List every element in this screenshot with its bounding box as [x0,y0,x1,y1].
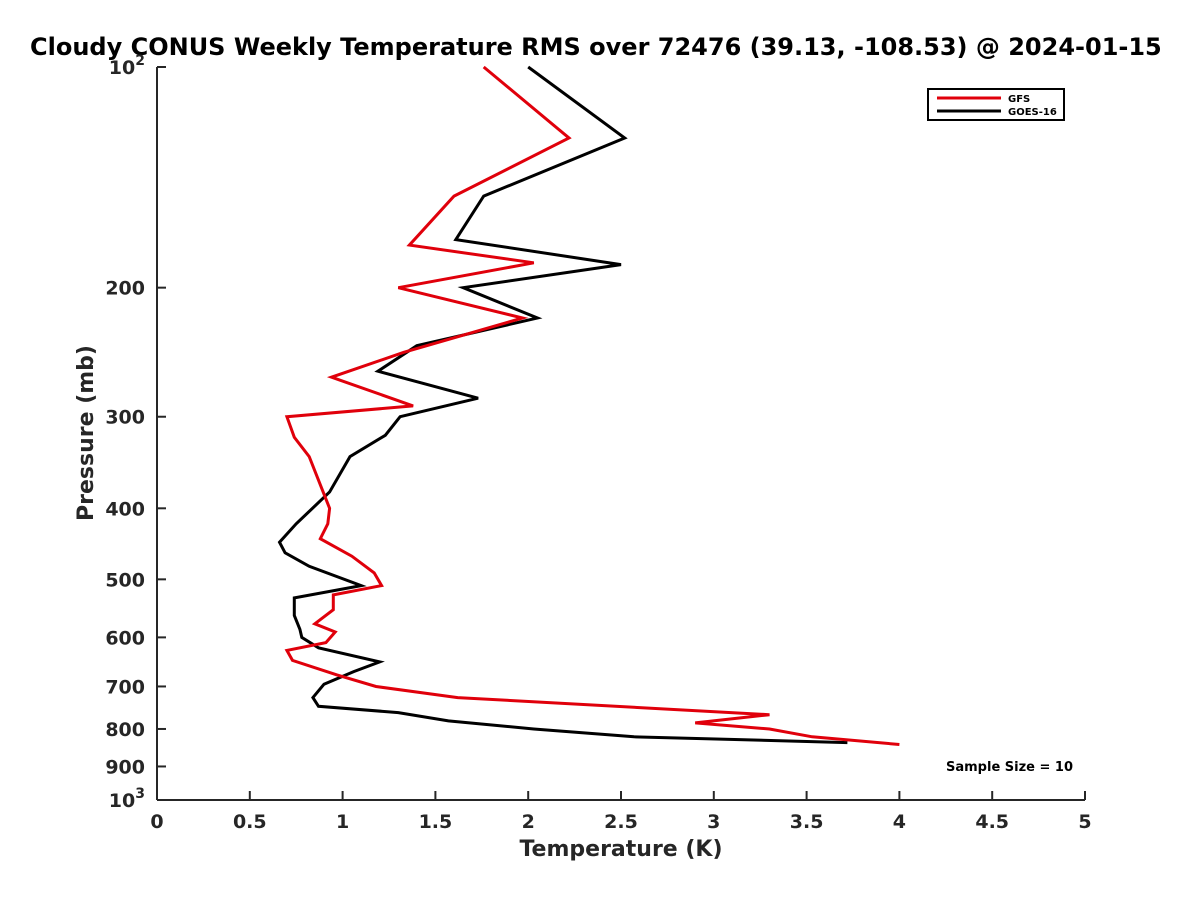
x-tick-label: 3 [707,811,720,833]
x-ticks: 0 0.5 1 1.5 2 2.5 3 3.5 4 4.5 5 [150,791,1092,833]
legend: GFS GOES-16 [927,88,1065,121]
x-tick-label: 1 [336,811,349,833]
y-tick-label: 102 [109,53,145,79]
y-tick-label-base: 300 [105,407,145,429]
x-axis-label: Temperature (K) [519,837,722,862]
y-tick-label: 700 [105,676,145,698]
x-tick-label: 3.5 [790,811,824,833]
legend-box [927,88,1065,121]
y-tick-label-base: 200 [105,278,145,300]
y-tick-label: 600 [105,627,145,649]
series-line-gfs [284,65,900,746]
y-tick-label-base: 600 [105,627,145,649]
y-tick-label-base: 500 [105,569,145,591]
x-tick-label: 1.5 [419,811,453,833]
y-tick-label: 103 [109,786,145,812]
plot-area [157,67,1085,800]
series-line-goes-16 [277,65,848,745]
x-tick-label: 2 [522,811,535,833]
y-tick-label: 200 [105,278,145,300]
y-axis-label: Pressure (mb) [74,345,99,521]
y-tick-label-exponent: 2 [135,53,145,69]
y-tick-label-exponent: 3 [135,786,145,802]
x-tick-label: 4.5 [975,811,1009,833]
y-tick-label-base: 400 [105,498,145,520]
chart-title: Cloudy CONUS Weekly Temperature RMS over… [30,33,1162,61]
y-tick-label: 400 [105,498,145,520]
x-tick-label: 4 [893,811,906,833]
x-tick-label: 0 [150,811,163,833]
y-tick-label-base: 10 [109,57,135,79]
y-tick-label: 800 [105,719,145,741]
legend-label: GOES-16 [1008,107,1057,118]
y-tick-label: 300 [105,407,145,429]
series-layer [277,65,900,746]
x-tick-label: 5 [1078,811,1091,833]
x-tick-label: 0.5 [233,811,267,833]
y-tick-label-base: 900 [105,756,145,778]
x-tick-label: 2.5 [604,811,638,833]
legend-label: GFS [1008,94,1030,105]
y-tick-label-base: 700 [105,676,145,698]
y-tick-label: 900 [105,756,145,778]
y-tick-label-base: 800 [105,719,145,741]
sample-size-annotation: Sample Size = 10 [946,760,1073,775]
y-tick-label-base: 10 [109,790,135,812]
y-tick-label: 500 [105,569,145,591]
